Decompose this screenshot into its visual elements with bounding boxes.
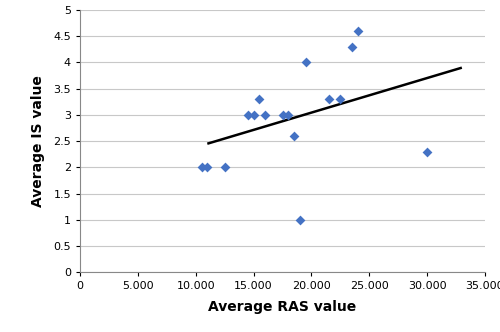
Point: [256, 97, 264, 102]
Point: [261, 112, 269, 118]
Point: [284, 112, 292, 118]
Point: [423, 149, 431, 154]
Point: [244, 112, 252, 118]
Y-axis label: Average IS value: Average IS value: [31, 75, 45, 207]
Point: [302, 60, 310, 65]
Point: [278, 112, 286, 118]
Point: [336, 97, 344, 102]
Point: [250, 112, 258, 118]
Point: [354, 28, 362, 34]
Point: [220, 165, 228, 170]
Point: [198, 165, 205, 170]
Point: [348, 44, 356, 49]
Point: [290, 133, 298, 138]
Point: [296, 217, 304, 222]
X-axis label: Average RAS value: Average RAS value: [208, 299, 356, 314]
Point: [204, 165, 212, 170]
Point: [325, 97, 333, 102]
